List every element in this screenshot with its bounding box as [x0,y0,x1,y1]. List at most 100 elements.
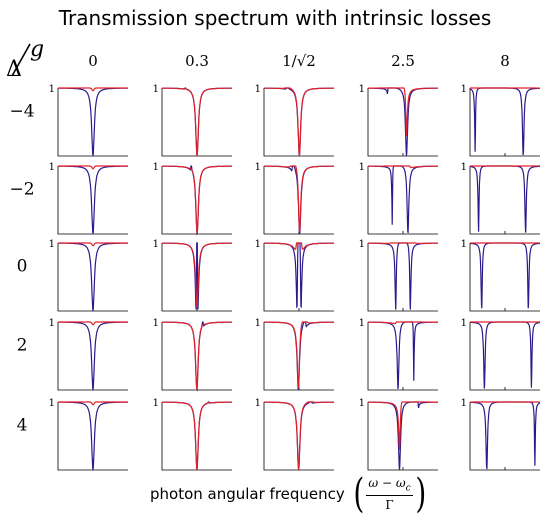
panel-ytick-label: 1 [359,162,365,173]
panel-r4-c1: 1 [153,398,232,471]
panel-ytick-label: 1 [49,84,55,95]
series-lossy-curve [368,87,438,136]
col-label-4: 8 [500,52,510,70]
panel-axes [57,88,128,157]
x-axis-numerator-sub: c [405,483,411,494]
panel-axes [263,402,334,471]
panel-r3-c4: 1 [461,318,540,391]
panel-ytick-label: 1 [255,162,261,173]
panel-axes [161,88,232,157]
corner-delta: Δ [6,57,22,82]
series-lossy-curve [264,321,334,389]
panel-axes [57,402,128,471]
series-lossless-curve [368,242,438,310]
panel-axes [367,166,438,235]
row-label-2: 0 [17,257,28,277]
panel-ytick-label: 1 [359,318,365,329]
panel-axes [57,166,128,235]
series-lossless-curve [58,87,128,157]
panel-axes [57,243,128,312]
series-lossy-curve [264,165,334,233]
panel-ytick-label: 1 [49,398,55,409]
corner-g: g [30,37,44,62]
series-lossless-curve [469,87,540,156]
col-label-3: 2.5 [391,52,415,70]
panel-axes [367,243,438,312]
panel-ytick-label: 1 [461,398,467,409]
panel-axes [57,322,128,391]
panel-r3-c2: 1 [255,318,334,391]
panel-axes [263,88,334,157]
panel-axes [469,166,540,235]
panel-r0-c4: 1 [461,84,540,157]
x-axis-label-text: photon angular frequency [150,485,345,503]
series-lossy-curve [58,87,128,92]
panel-r2-c1: 1 [153,239,232,312]
panel-ytick-label: 1 [359,398,365,409]
corner-divider [11,43,31,77]
series-lossy-curve [264,242,334,250]
panel-ytick-label: 1 [153,398,159,409]
series-lossless-curve [368,87,438,156]
corner-label: Δg [6,37,44,82]
row-label-0: −4 [9,102,34,122]
panel-axes [263,243,334,312]
panel-ytick-label: 1 [49,239,55,250]
series-lossy-curve [368,165,438,169]
panel-ytick-label: 1 [255,84,261,95]
panel-ytick-label: 1 [255,398,261,409]
series-lossless-curve [58,242,128,312]
series-lossy-curve [368,401,438,450]
panel-ytick-label: 1 [153,239,159,250]
panel-r2-c0: 1 [49,239,128,312]
panel-r4-c4: 1 [461,398,541,471]
panel-ytick-label: 1 [153,318,159,329]
panel-r1-c1: 1 [153,162,232,236]
series-lossy-curve [58,401,128,406]
panel-r1-c0: 1 [49,162,128,235]
series-lossy-curve [162,165,232,234]
panel-r3-c3: 1 [359,318,438,391]
panel-r2-c2: 1 [255,239,334,312]
series-lossy-curve [368,321,438,325]
series-lossy-curve [162,87,232,157]
series-lossy-curve [264,401,334,470]
series-lossless-curve [368,165,438,234]
panel-axes [161,402,232,471]
series-lossy-curve [264,87,334,156]
panel-r1-c2: 1 [255,162,334,235]
series-lossless-curve [58,321,128,391]
series-lossless-curve [264,242,334,309]
row-label-3: 2 [17,336,28,356]
series-lossless-curve [470,165,541,233]
panel-r0-c0: 1 [49,84,128,157]
panel-axes [367,402,438,471]
panel-r4-c0: 1 [49,398,128,471]
panel-axes [263,322,334,391]
panel-axes [161,166,232,235]
x-axis-fraction: ( ω − ωc Γ ) [353,471,426,517]
panel-ytick-label: 1 [461,162,467,173]
panel-r2-c3: 1 [359,239,438,312]
panel-axes [367,322,438,391]
panel-axes [263,166,334,235]
panel-ytick-label: 1 [49,162,55,173]
series-lossy-curve [58,321,128,326]
series-lossless-curve [469,321,540,389]
panel-ytick-label: 1 [153,162,159,173]
panel-axes [161,243,232,312]
panel-ytick-label: 1 [153,84,159,95]
panel-axes [469,402,540,471]
panel-axes [367,88,438,157]
series-lossless-curve [470,242,540,309]
panel-ytick-label: 1 [359,84,365,95]
row-label-4: 4 [17,416,28,436]
panel-r3-c1: 1 [153,318,232,392]
row-label-1: −2 [9,180,34,200]
panel-ytick-label: 1 [461,84,467,95]
panel-r0-c2: 1 [255,84,334,157]
series-lossless-curve [368,401,438,470]
series-lossless-curve [58,401,128,471]
panel-ytick-label: 1 [359,239,365,250]
